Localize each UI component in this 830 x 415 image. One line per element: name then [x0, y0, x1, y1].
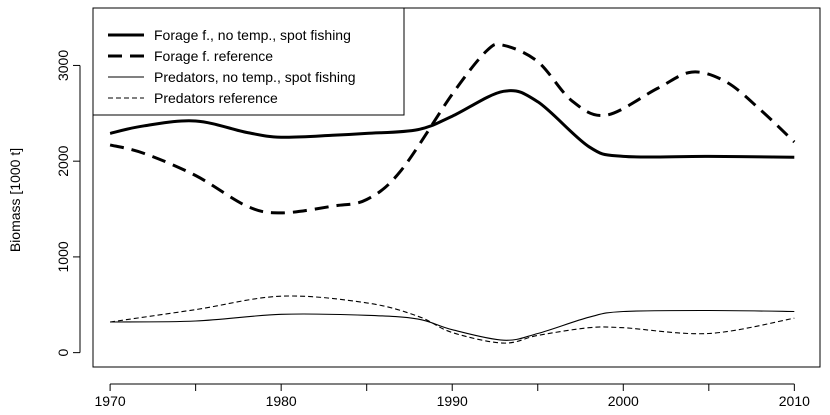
predators-reference-line — [110, 295, 795, 344]
x-tick-label: 2000 — [608, 393, 639, 409]
y-tick-label: 1000 — [55, 241, 71, 272]
legend-box — [92, 7, 405, 116]
x-tick-label: 1980 — [266, 393, 297, 409]
x-tick-label: 1970 — [95, 393, 126, 409]
y-axis-title: Biomass [1000 t] — [7, 148, 23, 252]
x-tick-label: 1990 — [437, 393, 468, 409]
legend-label: Predators, no temp., spot fishing — [154, 69, 356, 85]
plot-frame — [92, 7, 821, 368]
x-axis: 1970 1980 1990 2000 2010 — [95, 383, 810, 409]
y-tick-label: 3000 — [55, 50, 71, 81]
legend: Forage f., no temp., spot fishing Forage … — [92, 7, 405, 116]
legend-label: Predators reference — [154, 90, 278, 106]
y-tick-label: 0 — [55, 349, 71, 357]
legend-label: Forage f., no temp., spot fishing — [154, 27, 351, 43]
x-tick-label: 2010 — [779, 393, 810, 409]
plot-box — [92, 7, 821, 368]
predators-no-temp-line — [110, 309, 795, 341]
series-layer — [109, 42, 796, 344]
y-tick-label: 2000 — [55, 145, 71, 176]
legend-label: Forage f. reference — [154, 48, 273, 64]
y-axis: 0 1000 2000 3000 — [55, 50, 81, 357]
forage-no-temp-line — [109, 89, 795, 159]
forage-reference-line — [109, 42, 796, 215]
